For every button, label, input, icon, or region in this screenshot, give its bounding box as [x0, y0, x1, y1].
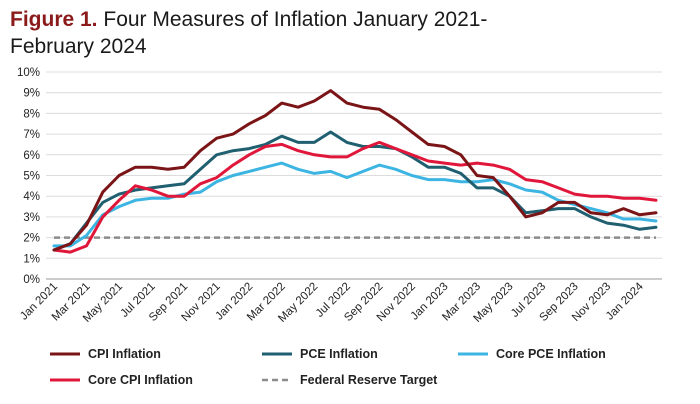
y-tick-label: 10%: [17, 67, 40, 79]
y-axis-ticks: 0% 1% 2% 3% 4% 5% 6% 7% 8% 9% 10%: [17, 67, 40, 286]
title-text: Four Measures of Inflation January 2021-…: [10, 8, 488, 58]
y-tick-label: 2%: [23, 233, 40, 245]
series-line-pce-inflation: [52, 130, 658, 252]
series-line-cpi-inflation: [52, 89, 658, 252]
legend-label: Core PCE Inflation: [496, 347, 606, 361]
legend: CPI Inflation PCE Inflation Core PCE Infla…: [50, 347, 606, 387]
y-tick-label: 3%: [23, 212, 40, 224]
y-tick-label: 1%: [23, 253, 40, 265]
y-tick-label: 8%: [23, 108, 40, 120]
y-tick-label: 9%: [23, 88, 40, 100]
y-tick-label: 7%: [23, 129, 40, 141]
legend-label: Federal Reserve Target: [300, 373, 438, 387]
y-tick-label: 6%: [23, 150, 40, 162]
series-lines: [52, 89, 658, 254]
series-line-core-pce-inflation: [52, 161, 658, 248]
chart-title: Figure 1. Four Measures of Inflation Jan…: [10, 6, 570, 60]
legend-label: Core CPI Inflation: [88, 373, 193, 387]
y-tick-label: 0%: [23, 274, 40, 286]
series-line-core-cpi-inflation: [52, 140, 658, 254]
legend-label: CPI Inflation: [88, 347, 161, 361]
title-prefix: Figure 1.: [10, 8, 98, 31]
y-tick-label: 5%: [23, 171, 40, 183]
legend-label: PCE Inflation: [300, 347, 378, 361]
y-tick-label: 4%: [23, 191, 40, 203]
